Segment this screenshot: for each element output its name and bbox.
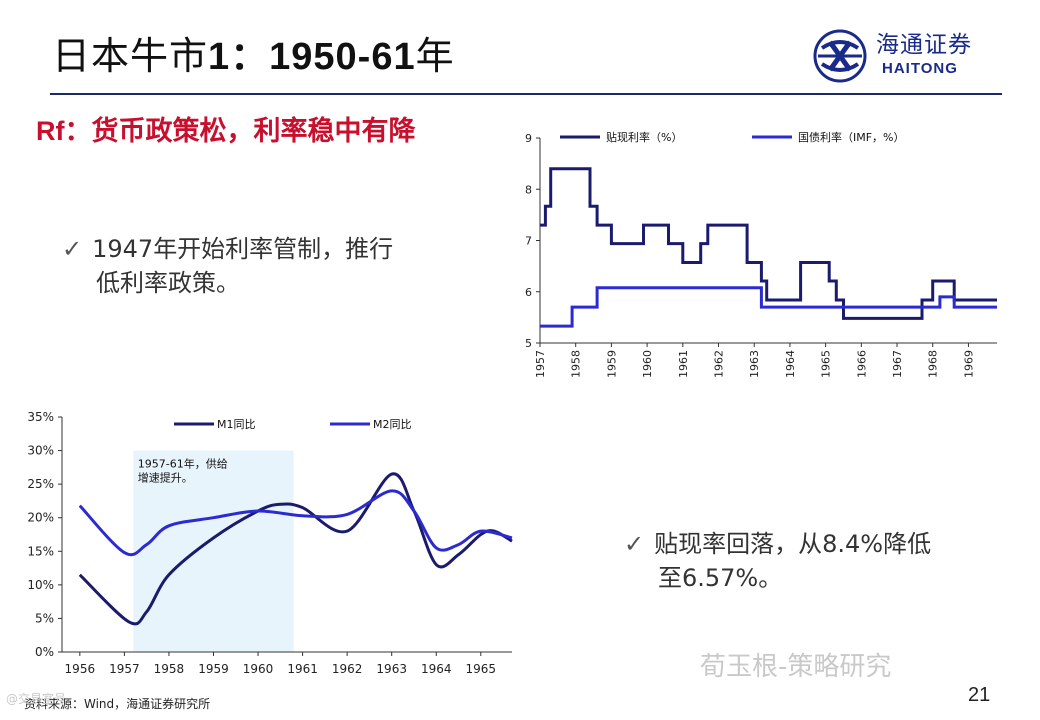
- chart2-annotation-line2: 增速提升。: [138, 470, 193, 484]
- source-note: 资料来源：Wind，海通证券研究所: [24, 697, 211, 711]
- chart1-x-tick-label: 1969: [962, 350, 975, 378]
- chart1-y-tick-label: 7: [525, 235, 532, 248]
- chart2-y-tick-label: 35%: [27, 410, 54, 424]
- bullet1-line2: 低利率政策。: [96, 269, 240, 297]
- haitong-logo-icon: [813, 29, 867, 83]
- chart1-x-tick-label: 1962: [713, 350, 726, 378]
- title-cn: 日本牛市: [52, 34, 209, 78]
- chart1-x-tick-label: 1959: [605, 350, 618, 378]
- chart2-series-line-0: [78, 472, 513, 626]
- chart2-y-tick-label: 25%: [27, 477, 54, 491]
- chart2-legend-label-1: M2同比: [373, 418, 412, 431]
- chart2-x-tick-label: 1962: [332, 662, 363, 676]
- chart2-x-tick-label: 1958: [154, 662, 185, 676]
- haitong-logo: 海通证券 HAITONG: [812, 28, 1012, 84]
- chart2-legend-label-0: M1同比: [217, 418, 256, 431]
- chart1-legend: 贴现利率（%） 国债利率（IMF，%）: [560, 130, 905, 144]
- chart1-x-tick-label: 1960: [641, 350, 654, 378]
- chart2-x-tick-label: 1959: [198, 662, 229, 676]
- watermark-small: @交易室号: [6, 692, 67, 706]
- chart1-series-line-1: [540, 286, 997, 328]
- interest-rate-chart: 贴现利率（%） 国债利率（IMF，%） 5 6 7 8 9 1957 1958 1959 1960…: [525, 130, 997, 378]
- chart2-y-tick-label: 20%: [27, 511, 54, 525]
- chart1-x-tick-label: 1963: [748, 350, 761, 378]
- chart1-x-tick-label: 1968: [927, 350, 940, 378]
- logo-text-cn: 海通证券: [876, 32, 972, 58]
- chart2-series: [78, 472, 513, 626]
- bullet2-line2: 至6.57%。: [658, 564, 783, 592]
- chart1-x-tick-label: 1966: [855, 350, 868, 378]
- chart2-legend: M1同比 M2同比: [174, 418, 412, 431]
- chart2-series-line-1: [78, 489, 513, 557]
- bullet-rate-control: ✓ 1947年开始利率管制，推行 低利率政策。: [62, 232, 393, 300]
- chart2-x-tick-label: 1960: [243, 662, 274, 676]
- chart1-y-tick-label: 6: [525, 286, 532, 299]
- chart1-x-tick-label: 1958: [570, 350, 583, 378]
- slide-subtitle: Rf：货币政策松，利率稳中有降: [36, 113, 416, 150]
- chart1-series: [540, 167, 997, 328]
- subtitle-rest: ：货币政策松，利率稳中有降: [64, 116, 416, 147]
- slide-title: 日本牛市1：1950-61年: [52, 34, 455, 79]
- watermark: 荀玉根-策略研究: [700, 652, 892, 682]
- bullet1-line1: 1947年开始利率管制，推行: [92, 235, 394, 263]
- chart1-x-tick-label: 1961: [677, 350, 690, 378]
- chart2-x-tick-label: 1956: [65, 662, 96, 676]
- chart2-y-tick-label: 0%: [35, 645, 54, 659]
- chart2-x-tick-label: 1964: [421, 662, 452, 676]
- chart1-legend-label-0: 贴现利率（%）: [606, 130, 682, 144]
- chart1-axes: 5 6 7 8 9 1957 1958 1959 1960 1961 1962 1963 1964 196…: [525, 132, 997, 378]
- check-icon: ✓: [624, 530, 645, 558]
- bullet-discount-rate: ✓ 贴现率回落，从8.4%降低 至6.57%。: [624, 527, 931, 595]
- chart2-annotation-line1: 1957-61年，供给: [138, 456, 228, 470]
- chart2-y-tick-label: 5%: [35, 611, 54, 625]
- title-end: 年: [415, 34, 455, 78]
- chart2-x-tick-label: 1965: [466, 662, 497, 676]
- chart1-x-tick-label: 1964: [784, 350, 797, 378]
- chart2-y-tick-label: 15%: [27, 544, 54, 558]
- bullet2-line1: 贴现率回落，从8.4%降低: [654, 530, 932, 558]
- chart1-x-tick-label: 1967: [891, 350, 904, 378]
- chart1-y-tick-label: 8: [525, 183, 532, 196]
- chart1-legend-label-1: 国债利率（IMF，%）: [798, 130, 905, 144]
- chart1-series-line-0: [540, 167, 997, 320]
- check-icon: ✓: [62, 235, 83, 263]
- chart1-y-tick-label: 5: [525, 337, 532, 350]
- chart2-x-tick-label: 1961: [287, 662, 318, 676]
- subtitle-rf: Rf: [36, 116, 65, 146]
- logo-text-en: HAITONG: [882, 60, 958, 77]
- chart2-shaded-period: [133, 450, 294, 652]
- chart2-y-tick-label: 10%: [27, 578, 54, 592]
- chart1-x-tick-label: 1965: [820, 350, 833, 378]
- chart1-y-tick-label: 9: [525, 132, 532, 145]
- chart2-y-tick-label: 30%: [27, 444, 54, 458]
- chart2-axes: 0%5%10%15%20%25%30%35%1956 1957 1958 1959 19…: [27, 410, 512, 676]
- title-bold: 1：1950-61: [208, 36, 416, 78]
- page-number: 21: [968, 684, 991, 706]
- money-supply-chart: 1957-61年，供给 增速提升。 M1同比 M2同比 0% 5% 10% 15% 20%…: [27, 410, 513, 676]
- chart2-x-tick-label: 1963: [376, 662, 407, 676]
- title-divider: [50, 93, 1002, 95]
- chart1-x-tick-label: 1957: [534, 350, 547, 378]
- chart2-x-tick-label: 1957: [109, 662, 140, 676]
